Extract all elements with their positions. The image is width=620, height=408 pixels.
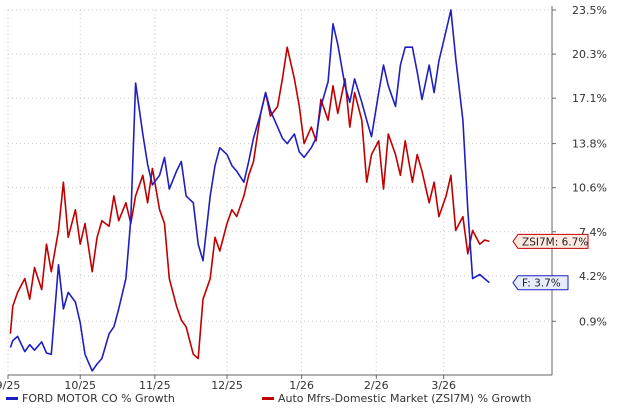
y-tick-label: 23.5% (572, 4, 607, 17)
x-tick-label: 10/25 (64, 379, 96, 392)
x-tick-label: 1/26 (289, 379, 314, 392)
y-tick-label: 20.3% (572, 48, 607, 61)
end-label-box (512, 233, 589, 249)
y-tick-label: 13.8% (572, 138, 607, 151)
y-tick-label: 0.9% (579, 315, 607, 328)
x-tick-label: 12/25 (211, 379, 243, 392)
series-line-zsi7m (9, 46, 490, 360)
line-chart-svg: 0.9%4.2%7.4%10.6%13.8%17.1%20.3%23.5%9/2… (0, 4, 607, 392)
x-tick-label: 9/25 (0, 379, 20, 392)
legend-swatch-zsi7m (262, 397, 274, 400)
legend-item-zsi7m: Auto Mfrs-Domestic Market (ZSI7M) % Grow… (262, 392, 531, 405)
x-tick-label: 11/25 (139, 379, 171, 392)
legend-label-ford: FORD MOTOR CO % Growth (22, 392, 175, 405)
x-tick-label: 3/26 (431, 379, 456, 392)
legend-swatch-ford (6, 397, 18, 400)
series-line-ford (9, 9, 490, 372)
end-label-box (512, 275, 569, 291)
y-tick-label: 4.2% (579, 270, 607, 283)
end-label-text: ZSI7M: 6.7% (522, 236, 588, 248)
end-label-ford: F: 3.7% (512, 275, 569, 291)
x-tick-label: 2/26 (364, 379, 389, 392)
legend: FORD MOTOR CO % Growth Auto Mfrs-Domesti… (0, 392, 620, 408)
y-tick-label: 17.1% (572, 92, 607, 105)
legend-item-ford: FORD MOTOR CO % Growth (6, 392, 175, 405)
y-tick-label: 10.6% (572, 182, 607, 195)
end-label-zsi7m: ZSI7M: 6.7% (512, 233, 589, 249)
legend-label-zsi7m: Auto Mfrs-Domestic Market (ZSI7M) % Grow… (278, 392, 532, 405)
end-label-text: F: 3.7% (522, 278, 561, 290)
